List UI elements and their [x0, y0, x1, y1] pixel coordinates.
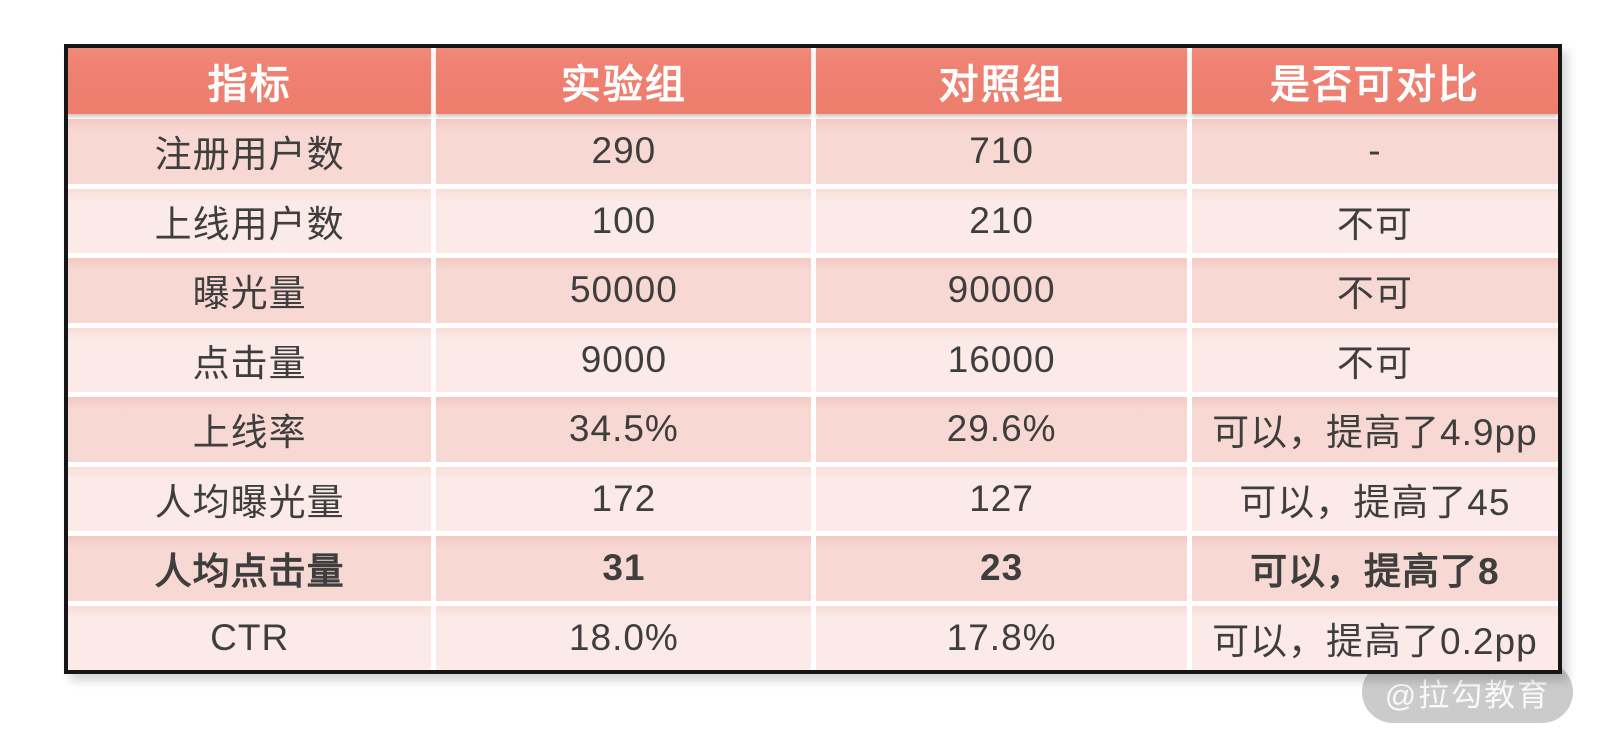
ab-test-metrics-table: 指标 实验组 对照组 是否可对比 注册用户数 290 710 - 上线用户数 1… — [64, 44, 1562, 674]
comparable-cell: 可以，提高了45 — [1191, 466, 1558, 531]
experiment-value-cell: 18.0% — [436, 605, 812, 670]
experiment-value-cell: 34.5% — [436, 397, 812, 462]
control-value-cell: 23 — [816, 536, 1187, 601]
metric-name-cell: 上线率 — [68, 397, 432, 462]
comparable-cell: 可以，提高了4.9pp — [1191, 397, 1558, 462]
metric-name-cell: CTR — [68, 605, 432, 670]
control-value-cell: 29.6% — [816, 397, 1187, 462]
column-header-experiment-group: 实验组 — [436, 48, 812, 114]
control-value-cell: 16000 — [816, 327, 1187, 392]
comparable-cell: - — [1191, 119, 1558, 184]
watermark-text: @拉勾教育 — [1384, 677, 1551, 713]
metric-name-cell: 点击量 — [68, 327, 432, 392]
control-value-cell: 90000 — [816, 258, 1187, 323]
control-value-cell: 210 — [816, 188, 1187, 253]
experiment-value-cell: 172 — [436, 466, 812, 531]
metric-name-cell: 人均点击量 — [68, 536, 432, 601]
control-value-cell: 127 — [816, 466, 1187, 531]
experiment-value-cell: 290 — [436, 119, 812, 184]
control-value-cell: 710 — [816, 119, 1187, 184]
comparable-cell: 可以，提高了8 — [1191, 536, 1558, 601]
metric-name-cell: 注册用户数 — [68, 119, 432, 184]
metric-name-cell: 人均曝光量 — [68, 466, 432, 531]
metric-name-cell: 上线用户数 — [68, 188, 432, 253]
column-header-comparable: 是否可对比 — [1191, 48, 1558, 114]
experiment-value-cell: 9000 — [436, 327, 812, 392]
metric-name-cell: 曝光量 — [68, 258, 432, 323]
comparable-cell: 可以，提高了0.2pp — [1191, 605, 1558, 670]
experiment-value-cell: 50000 — [436, 258, 812, 323]
table-grid: 指标 实验组 对照组 是否可对比 注册用户数 290 710 - 上线用户数 1… — [68, 48, 1558, 670]
experiment-value-cell: 31 — [436, 536, 812, 601]
comparable-cell: 不可 — [1191, 258, 1558, 323]
comparable-cell: 不可 — [1191, 327, 1558, 392]
control-value-cell: 17.8% — [816, 605, 1187, 670]
column-header-metric: 指标 — [68, 48, 432, 114]
experiment-value-cell: 100 — [436, 188, 812, 253]
column-header-control-group: 对照组 — [816, 48, 1187, 114]
comparable-cell: 不可 — [1191, 188, 1558, 253]
